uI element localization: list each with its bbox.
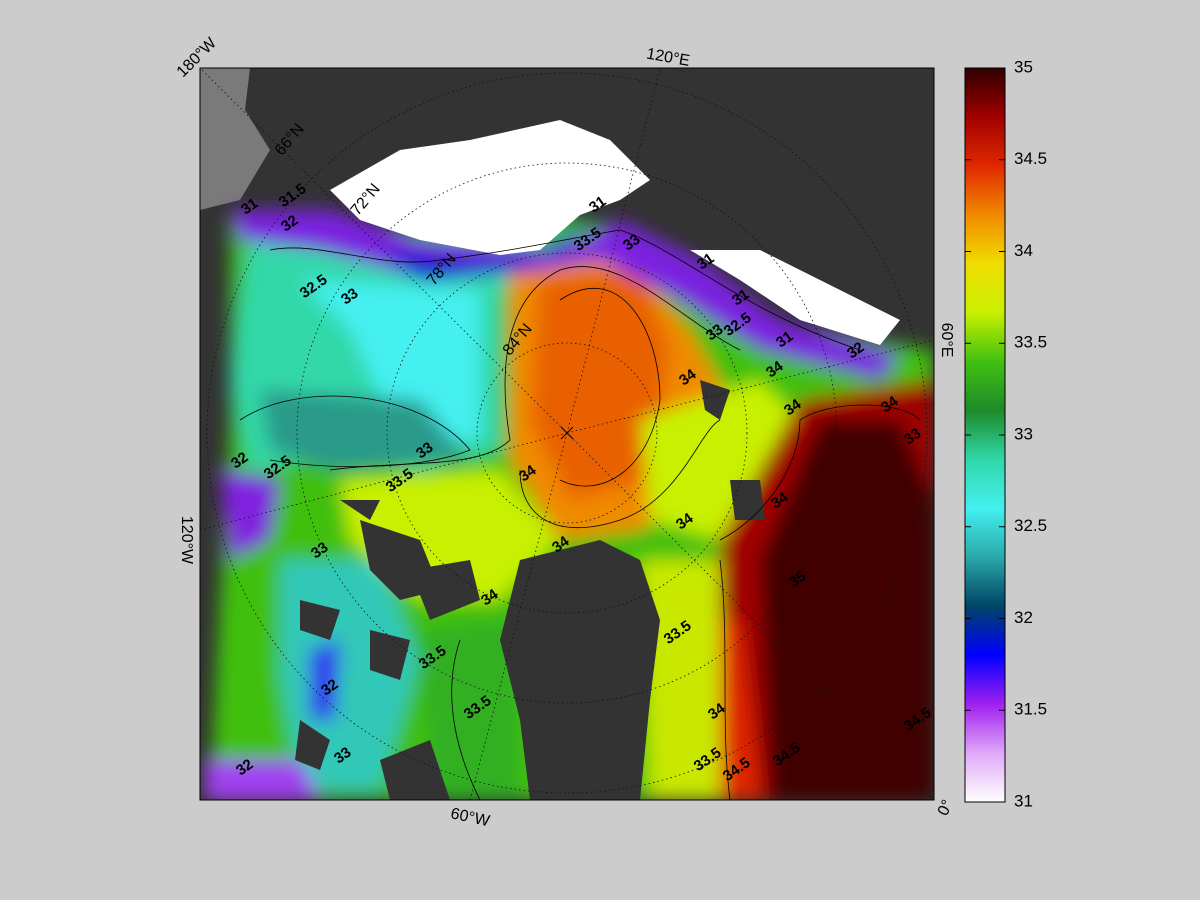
contour-label: 31: [694, 250, 717, 273]
graticule: [200, 68, 934, 800]
contour-label: 32: [278, 212, 301, 235]
contour-label: 33: [338, 285, 361, 308]
colorbar-tick-label: 31.5: [1014, 700, 1047, 719]
contour-label: 32: [844, 339, 867, 362]
colorbar-tick-label: 34: [1014, 241, 1033, 260]
contour-label: 32: [228, 449, 251, 472]
sea-ice: [330, 120, 650, 255]
longitude-label: 0°: [935, 797, 957, 818]
colorbar-tick-label: 32: [1014, 608, 1033, 627]
contour-label: 33: [308, 539, 331, 562]
contour-label: 33: [703, 321, 726, 344]
longitude-label: 60°W: [449, 805, 492, 830]
contour-label: 31: [586, 193, 609, 216]
contours: [239, 229, 921, 800]
islands: [300, 380, 765, 680]
colorbar-tick-label: 32.5: [1014, 516, 1047, 535]
pole-marker: [560, 426, 574, 440]
contour-label: 31: [729, 286, 752, 309]
colorbar-tick-label: 33: [1014, 424, 1033, 443]
contour-label: 32: [233, 756, 256, 779]
colorbar-tick-label: 35: [1014, 57, 1033, 76]
longitude-label: 60°E: [938, 323, 955, 358]
colorbar-tick-label: 31: [1014, 791, 1033, 810]
longitude-label: 120°E: [645, 46, 691, 70]
contour-label: 33: [620, 231, 643, 254]
colorbar: [964, 67, 1006, 803]
map-frame: [199, 67, 935, 801]
greenland: [500, 540, 660, 800]
contour-label: 33: [413, 439, 436, 462]
contour-label: 31: [773, 328, 796, 351]
map: [200, 68, 934, 800]
contour-label: 35: [786, 568, 809, 591]
colorbar-tick-label: 34.5: [1014, 149, 1047, 168]
sea-ice: [690, 250, 900, 345]
contour-label: 32: [318, 676, 341, 699]
colorbar-tick-label: 33.5: [1014, 333, 1047, 352]
contour-label: 33: [901, 425, 924, 448]
longitude-label: 120°W: [178, 516, 195, 565]
land-gray: [200, 68, 270, 210]
islands: [295, 720, 450, 800]
contour-label: 31: [238, 195, 261, 218]
contour-label: 33: [331, 744, 354, 767]
